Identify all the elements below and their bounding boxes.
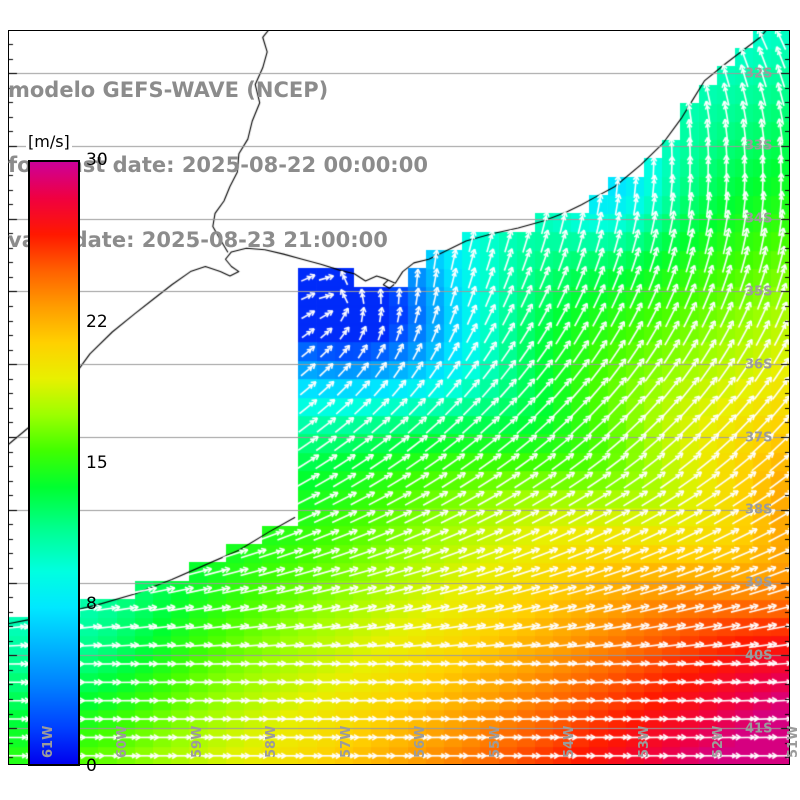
latitude-label-39S: 39S	[745, 575, 773, 591]
longitude-label-54W: 54W	[562, 725, 578, 758]
longitude-label-53W: 53W	[636, 725, 652, 758]
latitude-label-33S: 33S	[745, 138, 773, 154]
map-plot-area[interactable]	[8, 30, 790, 765]
latitude-label-37S: 37S	[745, 430, 773, 446]
title-model-line: modelo GEFS-WAVE (NCEP)	[8, 78, 329, 102]
colorbar-unit-label: [m/s]	[26, 132, 72, 151]
colorbar-tick-22: 22	[86, 311, 108, 332]
axis-tick-marks	[8, 30, 790, 765]
latitude-label-40S: 40S	[745, 648, 773, 664]
latitude-label-41S: 41S	[745, 721, 773, 737]
longitude-label-60W: 60W	[115, 725, 131, 758]
latitude-label-36S: 36S	[745, 357, 773, 373]
longitude-label-57W: 57W	[338, 725, 354, 758]
colorbar-tick-8: 8	[86, 594, 97, 615]
figure-title: modelo GEFS-WAVE (NCEP) forecast date: 2…	[8, 28, 528, 303]
longitude-label-51W: 51W	[785, 725, 800, 758]
colorbar-tick-0: 0	[86, 756, 97, 776]
longitude-label-59W: 59W	[189, 725, 205, 758]
latitude-label-35S: 35S	[745, 284, 773, 300]
colorbar-tick-30: 30	[86, 150, 108, 170]
colorbar-tick-15: 15	[86, 453, 108, 473]
longitude-label-61W: 61W	[40, 725, 56, 758]
longitude-label-56W: 56W	[413, 725, 429, 758]
colorbar-gradient	[28, 160, 80, 766]
colorbar[interactable]	[28, 160, 80, 766]
title-valid-date: valid date: 2025-08-23 21:00:00	[8, 228, 388, 252]
latitude-label-32S: 32S	[745, 66, 773, 82]
latitude-label-34S: 34S	[745, 211, 773, 227]
longitude-label-55W: 55W	[487, 725, 503, 758]
latitude-label-38S: 38S	[745, 502, 773, 518]
longitude-label-52W: 52W	[711, 725, 727, 758]
longitude-label-58W: 58W	[264, 725, 280, 758]
